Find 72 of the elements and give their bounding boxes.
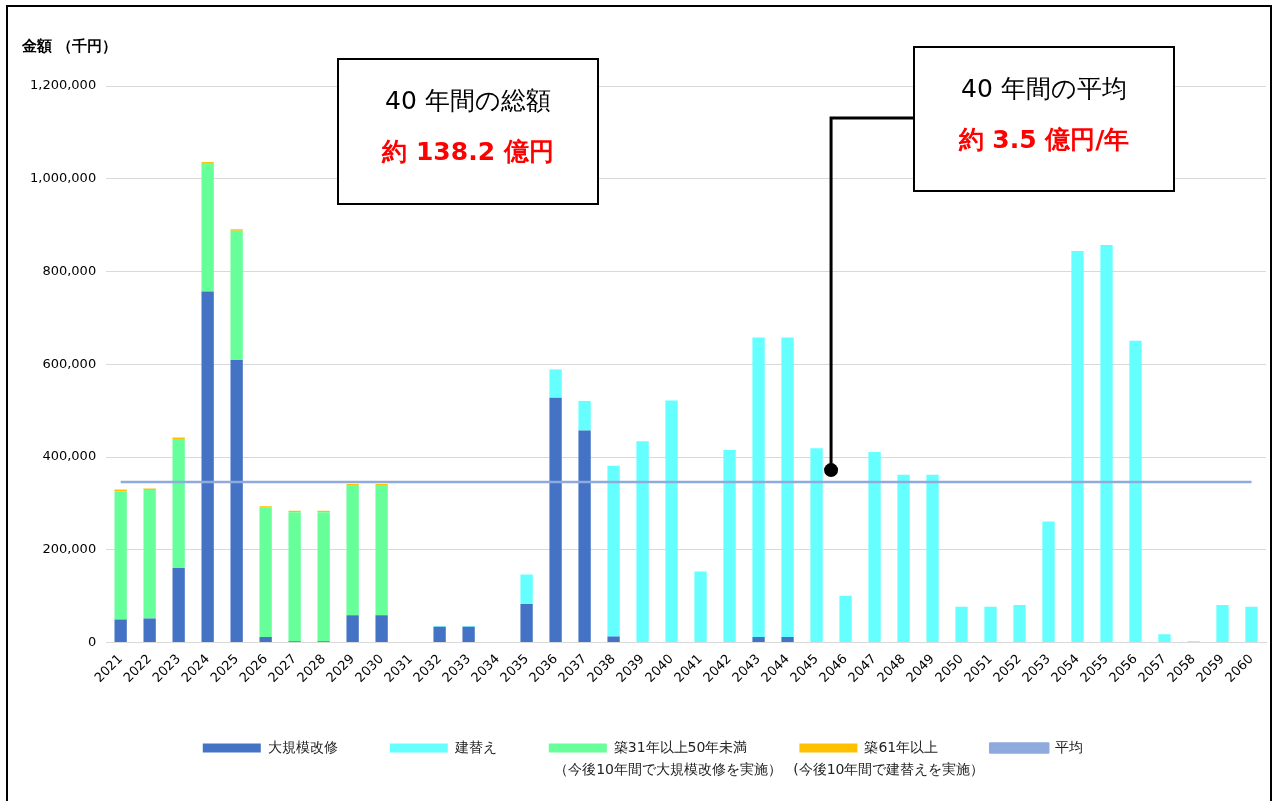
bar — [839, 595, 852, 643]
bar — [723, 450, 736, 643]
bar — [607, 636, 620, 643]
legend-label: 築31年以上50年未満 — [613, 738, 748, 755]
bar — [230, 230, 243, 361]
bar — [346, 485, 359, 616]
bar — [984, 606, 997, 643]
bar — [172, 567, 185, 643]
bar — [143, 618, 156, 643]
y-tick-label: 0 — [87, 633, 97, 649]
bar — [665, 400, 678, 643]
bar — [1042, 521, 1055, 643]
bar — [549, 397, 562, 643]
bar — [1129, 340, 1142, 643]
bar — [288, 512, 301, 642]
y-tick-label: 1,200,000 — [29, 77, 97, 93]
bar — [1100, 245, 1113, 643]
bar — [752, 337, 765, 638]
bar — [201, 291, 214, 643]
bar — [520, 604, 533, 643]
bar — [868, 451, 881, 643]
bar — [433, 626, 446, 643]
bar — [1071, 251, 1084, 643]
legend-label: 平均 — [1055, 738, 1084, 755]
legend-label: 大規模改修 — [267, 738, 338, 755]
bar — [259, 507, 272, 638]
callout-box: 40 年間の総額 約 138.2 億円 — [337, 58, 599, 205]
bar — [520, 574, 533, 605]
bar — [897, 474, 910, 643]
bar — [375, 615, 388, 643]
text: (今後10年間で建替えを実施） — [793, 760, 985, 777]
legend-label: 築61年以上 — [864, 738, 939, 755]
y-tick-label: 400,000 — [42, 448, 97, 464]
bar — [143, 489, 156, 619]
bar — [317, 512, 330, 642]
bar — [1216, 605, 1229, 643]
bar — [578, 400, 591, 431]
annotation: 40 年間の平均 — [960, 73, 1128, 105]
annotation: 40 年間の総額 — [384, 85, 552, 117]
bar — [549, 369, 562, 398]
bar — [926, 474, 939, 643]
bar — [607, 465, 620, 637]
bar — [955, 606, 968, 643]
bar — [636, 441, 649, 643]
y-tick-label: 800,000 — [42, 262, 97, 278]
callout-box: 40 年間の平均 約 3.5 億円/年 — [913, 46, 1175, 192]
bar — [259, 637, 272, 643]
y-axis-title: 金額 （千円） — [21, 36, 118, 55]
y-tick-label: 200,000 — [42, 541, 97, 557]
bar — [230, 360, 243, 643]
bar — [1013, 605, 1026, 643]
bar — [578, 430, 591, 643]
bar — [346, 615, 359, 643]
bar — [201, 162, 214, 292]
bar — [781, 637, 794, 643]
y-tick-label: 1,000,000 — [29, 170, 97, 186]
legend-label: 建替え — [453, 738, 497, 755]
text: （今後10年間で大規模改修を実施） — [554, 760, 783, 777]
y-tick-label: 600,000 — [42, 355, 97, 371]
bar — [375, 485, 388, 616]
bar — [1245, 606, 1258, 643]
bar — [694, 571, 707, 643]
annotation: 約 138.2 億円 — [380, 136, 555, 168]
bar — [172, 438, 185, 568]
bar — [114, 491, 127, 620]
bar — [462, 626, 475, 643]
bar — [752, 637, 765, 643]
annotation: 約 3.5 億円/年 — [957, 124, 1131, 156]
bar — [810, 448, 823, 643]
bar — [114, 619, 127, 643]
bar — [781, 337, 794, 638]
bar — [1158, 634, 1171, 643]
